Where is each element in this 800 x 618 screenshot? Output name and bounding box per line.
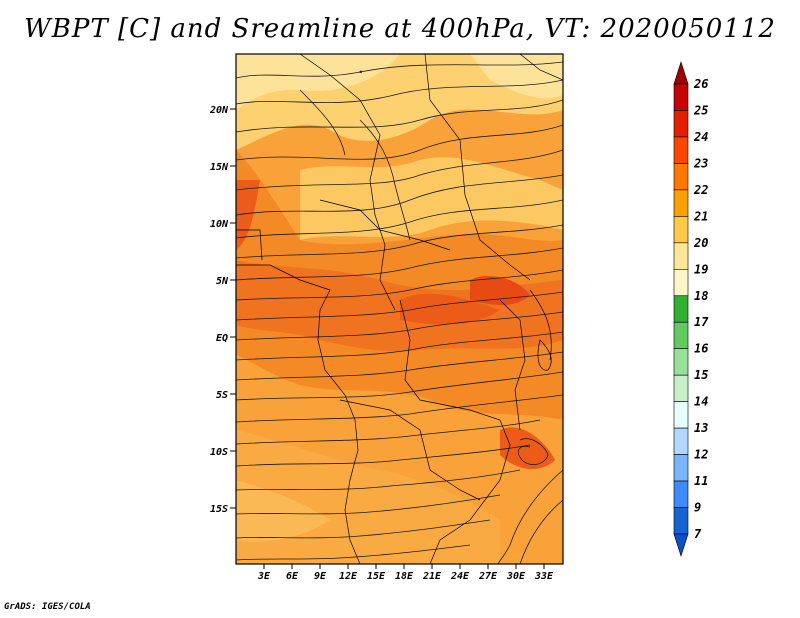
colorbar-swatch [673,136,689,164]
colorbar-swatch [673,507,689,535]
colorbar-swatch [673,295,689,323]
lon-label: 12E [339,571,358,582]
lon-label: 33E [534,571,554,582]
colorbar-label: 21 [693,209,708,223]
colorbar-label: 7 [694,527,702,541]
colorbar-swatch [673,480,689,508]
streamlines [236,61,563,564]
lon-label: 24E [450,571,470,582]
lat-label: 15S [210,504,228,515]
colorbar-swatch [673,189,689,217]
colorbar-label: 25 [693,103,708,117]
chart-title: WBPT [C] and Sreamline at 400hPa, VT: 20… [24,14,776,44]
lon-label: 9E [314,571,327,582]
country-borders [236,54,563,564]
colorbar-label: 23 [693,156,708,170]
colorbar: 26 25 24 23 22 21 20 19 18 17 16 15 14 13 12 11 9 7 [673,61,709,557]
colorbar-label: 16 [694,342,708,356]
grads-credit: GrADS: IGES/COLA [4,602,91,612]
colorbar-swatch [673,83,689,111]
colorbar-label: 17 [694,315,709,329]
colorbar-swatch [673,533,689,557]
colorbar-label: 11 [694,474,708,488]
lon-label: 6E [286,571,299,582]
colorbar-label: 18 [694,289,708,303]
colorbar-label: 13 [694,421,708,435]
colorbar-swatch [673,268,689,297]
colorbar-swatch [673,163,689,191]
colorbar-swatch [673,61,689,85]
lat-label: 20N [209,105,229,116]
lon-label: 21E [422,571,442,582]
colorbar-label: 12 [694,448,708,462]
colorbar-label: 26 [693,77,708,91]
lat-label: 5S [216,390,228,401]
lat-label: 10N [210,219,229,230]
colorbar-swatch [673,454,689,482]
lon-label: 3E [257,571,271,582]
lon-label: 15E [367,571,386,582]
colorbar-label: 9 [694,501,701,515]
colorbar-swatch [673,110,689,138]
colorbar-swatch [673,348,689,376]
lon-label: 18E [395,571,414,582]
colorbar-label: 22 [693,183,708,197]
lon-label: 27E [478,571,498,582]
wbpt-field [236,54,563,564]
colorbar-swatch [673,321,689,350]
map-frame [235,53,564,565]
lat-label: 15N [210,162,229,173]
colorbar-label: 24 [693,130,708,144]
colorbar-swatch [673,216,689,244]
colorbar-swatch [673,374,689,402]
colorbar-label: 15 [694,368,708,382]
colorbar-label: 19 [694,262,708,276]
colorbar-swatch [673,427,689,455]
lon-label: 30E [506,571,526,582]
colorbar-label: 20 [693,236,708,250]
lat-axis: 20N 15N 10N 5N EQ 5S 10S 15S [209,105,236,515]
lon-axis: 3E 6E 9E 12E 15E 18E 21E 24E 27E 30E 33E [257,564,554,582]
colorbar-swatch [673,401,689,429]
colorbar-swatch [673,242,689,270]
colorbar-label: 14 [694,395,708,409]
lat-label: EQ [216,333,228,344]
lat-label: 10S [210,447,228,458]
lat-label: 5N [216,276,229,287]
